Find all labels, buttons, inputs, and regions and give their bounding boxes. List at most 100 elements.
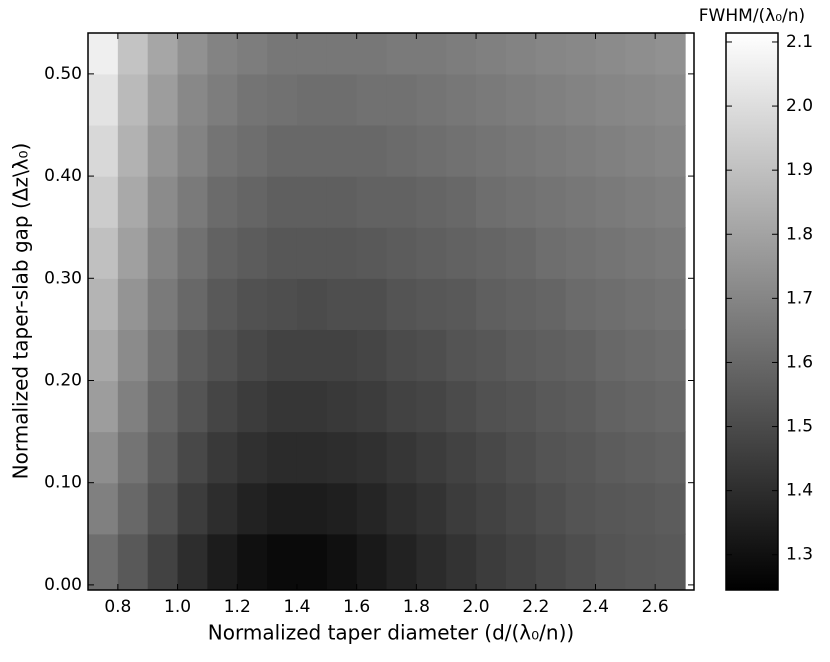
heatmap-cell: [147, 278, 179, 330]
heatmap-cell: [535, 533, 567, 590]
heatmap-cell: [267, 227, 298, 279]
heatmap-cell: [416, 73, 447, 126]
heatmap-cell: [416, 533, 447, 590]
heatmap-cell: [88, 227, 119, 279]
heatmap-cell: [476, 278, 507, 330]
heatmap-cell: [117, 33, 149, 75]
heatmap-cell: [117, 176, 149, 228]
heatmap-cell: [326, 482, 358, 535]
x-tick-label: 1.4: [283, 597, 310, 617]
heatmap-cell: [386, 73, 417, 126]
heatmap-cell: [356, 176, 388, 228]
heatmap-cell: [237, 227, 268, 279]
heatmap-cell: [565, 73, 597, 126]
heatmap-cell: [625, 533, 656, 590]
heatmap-cell: [655, 124, 686, 177]
heatmap-cell: [237, 124, 268, 177]
heatmap-cell: [207, 278, 238, 330]
heatmap-cell: [595, 533, 626, 590]
heatmap-cell: [535, 176, 567, 228]
heatmap-cell: [595, 227, 626, 279]
heatmap-cell: [535, 278, 567, 330]
heatmap-cell: [356, 482, 388, 535]
heatmap-cell: [237, 329, 268, 382]
heatmap-cell: [386, 482, 417, 535]
heatmap-cell: [565, 227, 597, 279]
heatmap-cell: [386, 329, 417, 382]
heatmap-cell: [505, 482, 537, 535]
heatmap-cell: [416, 176, 447, 228]
heatmap-cell: [476, 380, 507, 433]
heatmap-cell: [356, 278, 388, 330]
heatmap-cell: [326, 33, 358, 75]
heatmap-cell: [505, 176, 537, 228]
heatmap-cell: [625, 278, 656, 330]
heatmap-cell: [207, 533, 238, 590]
heatmap-cell: [117, 227, 149, 279]
x-tick-label: 0.8: [104, 597, 131, 617]
heatmap-cell: [296, 380, 328, 433]
heatmap-cell: [655, 329, 686, 382]
heatmap-cell: [505, 33, 537, 75]
heatmap-cell: [356, 73, 388, 126]
heatmap-cell: [237, 176, 268, 228]
heatmap-cell: [535, 227, 567, 279]
heatmap-cell: [476, 227, 507, 279]
heatmap-cell: [237, 431, 268, 484]
heatmap-cell: [88, 329, 119, 382]
x-tick-label: 1.2: [224, 597, 251, 617]
heatmap-cell: [446, 380, 477, 433]
heatmap-cell: [505, 329, 537, 382]
x-tick-label: 1.6: [343, 597, 370, 617]
heatmap-cell: [88, 73, 119, 126]
heatmap-cell: [117, 73, 149, 126]
heatmap-cell: [296, 73, 328, 126]
heatmap-cell: [535, 431, 567, 484]
heatmap-cell: [535, 482, 567, 535]
heatmap-cell: [476, 73, 507, 126]
heatmap-cell: [88, 380, 119, 433]
heatmap-cell: [446, 482, 477, 535]
heatmap-cell: [296, 278, 328, 330]
heatmap-cell: [655, 227, 686, 279]
heatmap-cell: [237, 278, 268, 330]
y-tick-label: 0.00: [44, 575, 82, 595]
heatmap-cell: [565, 533, 597, 590]
heatmap-cell: [147, 482, 179, 535]
heatmap-cell: [416, 329, 447, 382]
heatmap-cell: [505, 124, 537, 177]
heatmap-cell: [207, 73, 238, 126]
y-tick-label: 0.40: [44, 166, 82, 186]
heatmap-cell: [625, 482, 656, 535]
x-tick-label: 2.0: [463, 597, 490, 617]
heatmap-cell: [356, 33, 388, 75]
heatmap-cell: [207, 482, 238, 535]
heatmap-cell: [535, 73, 567, 126]
heatmap-cell: [117, 431, 149, 484]
heatmap-cell: [177, 227, 209, 279]
heatmap-cell: [117, 124, 149, 177]
colorbar-tick-label: 1.5: [786, 417, 813, 437]
heatmap-cell: [356, 431, 388, 484]
heatmap-cell: [625, 124, 656, 177]
colorbar-label: FWHM/(λ₀/n): [699, 6, 805, 26]
colorbar: [725, 32, 779, 591]
heatmap-cell: [505, 533, 537, 590]
y-tick-label: 0.20: [44, 370, 82, 390]
heatmap-cell: [416, 33, 447, 75]
heatmap-cell: [326, 431, 358, 484]
heatmap-cell: [296, 124, 328, 177]
heatmap-cell: [147, 380, 179, 433]
heatmap-cell: [356, 533, 388, 590]
heatmap-cell: [416, 380, 447, 433]
heatmap-cell: [595, 329, 626, 382]
heatmap-cell: [505, 278, 537, 330]
heatmap-cell: [267, 278, 298, 330]
heatmap-cell: [296, 33, 328, 75]
heatmap-cell: [177, 73, 209, 126]
heatmap-cell: [296, 329, 328, 382]
heatmap-cell: [177, 533, 209, 590]
heatmap-cell: [655, 278, 686, 330]
heatmap-cell: [326, 176, 358, 228]
heatmap-cell: [147, 124, 179, 177]
